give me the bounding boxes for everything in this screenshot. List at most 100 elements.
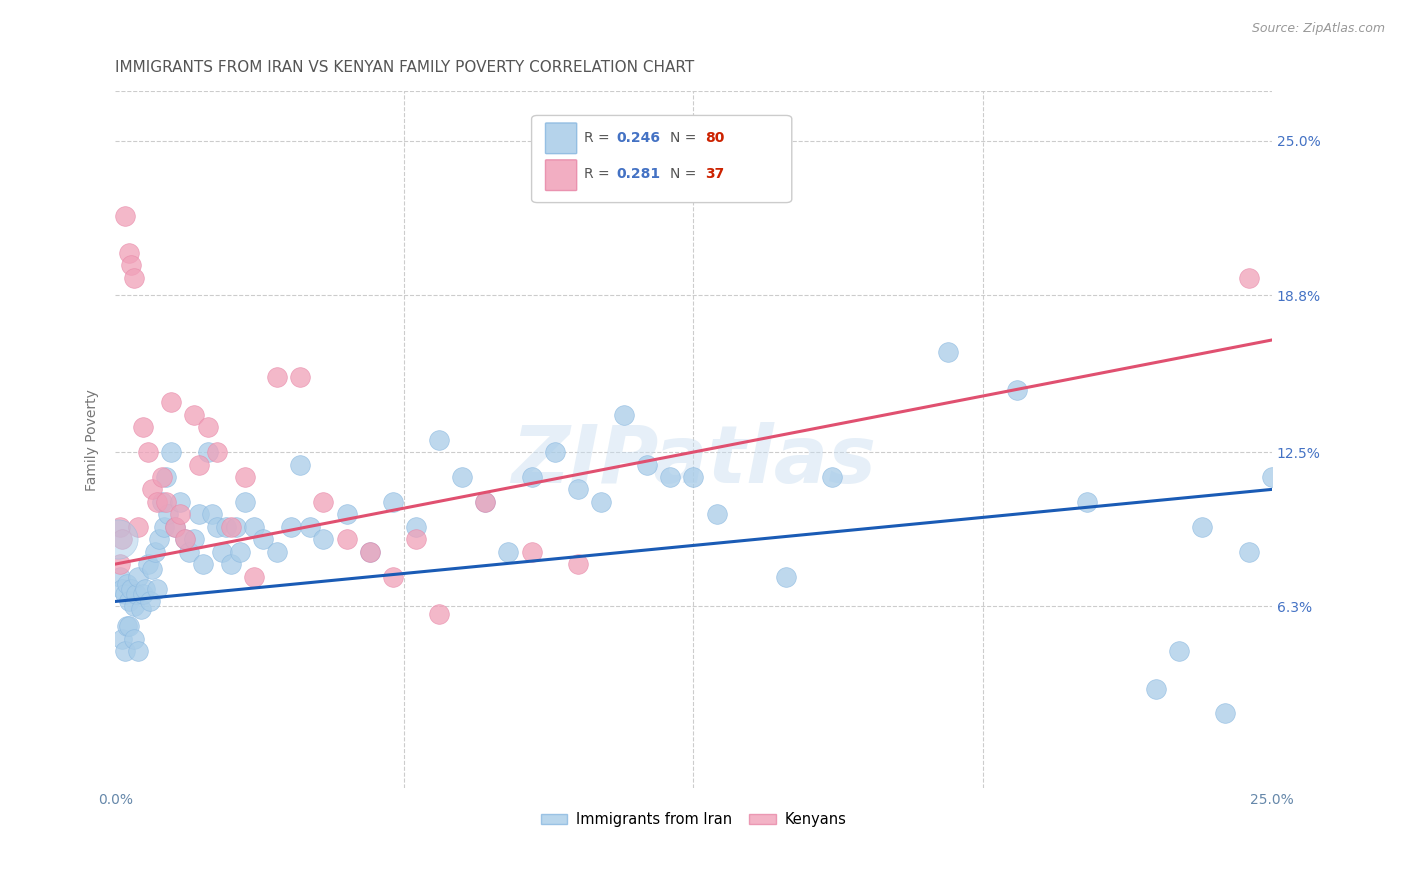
Point <box>215 520 238 534</box>
Point <box>114 587 136 601</box>
Text: IMMIGRANTS FROM IRAN VS KENYAN FAMILY POVERTY CORRELATION CHART: IMMIGRANTS FROM IRAN VS KENYAN FAMILY PO… <box>115 60 695 75</box>
Point <box>1168 644 1191 658</box>
Point <box>148 532 170 546</box>
Point <box>183 408 205 422</box>
Point <box>146 495 169 509</box>
Point <box>127 520 149 534</box>
Point <box>107 532 129 546</box>
Text: N =: N = <box>671 130 702 145</box>
Point <box>118 619 141 633</box>
Point <box>335 532 357 546</box>
Point <box>636 458 658 472</box>
Point <box>132 420 155 434</box>
FancyBboxPatch shape <box>546 123 576 153</box>
Point <box>141 483 163 497</box>
Text: 0.281: 0.281 <box>616 168 661 181</box>
Point <box>1237 270 1260 285</box>
Point <box>165 520 187 534</box>
Point <box>187 458 209 472</box>
Point <box>544 445 567 459</box>
Point <box>122 270 145 285</box>
FancyBboxPatch shape <box>546 160 576 191</box>
Point <box>243 520 266 534</box>
Text: ZIPatlas: ZIPatlas <box>510 422 876 500</box>
Point <box>127 569 149 583</box>
Point <box>589 495 612 509</box>
Point <box>125 587 148 601</box>
Point <box>111 632 134 646</box>
Point <box>936 345 959 359</box>
Point <box>197 420 219 434</box>
Point <box>520 544 543 558</box>
Point <box>1144 681 1167 696</box>
Point <box>159 445 181 459</box>
Point <box>266 544 288 558</box>
Y-axis label: Family Poverty: Family Poverty <box>86 389 100 491</box>
Point <box>155 470 177 484</box>
Text: R =: R = <box>583 130 613 145</box>
Point <box>134 582 156 596</box>
Point <box>381 569 404 583</box>
Point <box>451 470 474 484</box>
Point <box>108 569 131 583</box>
Point <box>191 557 214 571</box>
Point <box>169 508 191 522</box>
Point <box>111 532 134 546</box>
Point <box>567 557 589 571</box>
Point <box>118 594 141 608</box>
Point <box>659 470 682 484</box>
Text: Source: ZipAtlas.com: Source: ZipAtlas.com <box>1251 22 1385 36</box>
Point <box>335 508 357 522</box>
Point <box>229 544 252 558</box>
Point <box>1076 495 1098 509</box>
Point <box>775 569 797 583</box>
Point <box>155 495 177 509</box>
Text: R =: R = <box>583 168 613 181</box>
Point <box>111 582 134 596</box>
Point <box>280 520 302 534</box>
Point <box>1007 383 1029 397</box>
Point <box>567 483 589 497</box>
Text: N =: N = <box>671 168 702 181</box>
Point <box>150 495 173 509</box>
Point <box>115 619 138 633</box>
Point <box>122 599 145 614</box>
Text: 80: 80 <box>704 130 724 145</box>
Point <box>108 557 131 571</box>
Point <box>169 495 191 509</box>
Point <box>520 470 543 484</box>
Point <box>132 587 155 601</box>
Text: 0.246: 0.246 <box>616 130 659 145</box>
Point <box>312 495 335 509</box>
Point <box>252 532 274 546</box>
Point <box>197 445 219 459</box>
Point <box>266 370 288 384</box>
Point <box>183 532 205 546</box>
Point <box>405 520 427 534</box>
Point <box>153 520 176 534</box>
Point <box>427 607 450 621</box>
Point <box>115 577 138 591</box>
Point <box>474 495 496 509</box>
Point <box>114 209 136 223</box>
Point <box>821 470 844 484</box>
Point <box>1191 520 1213 534</box>
Point <box>141 562 163 576</box>
Point <box>290 370 312 384</box>
Point <box>201 508 224 522</box>
Point <box>613 408 636 422</box>
Legend: Immigrants from Iran, Kenyans: Immigrants from Iran, Kenyans <box>534 806 852 833</box>
Point <box>219 557 242 571</box>
Point <box>312 532 335 546</box>
Point <box>1215 706 1237 721</box>
Point <box>173 532 195 546</box>
Point <box>136 557 159 571</box>
Point <box>225 520 247 534</box>
Point <box>118 245 141 260</box>
Point <box>139 594 162 608</box>
FancyBboxPatch shape <box>531 115 792 202</box>
Text: 37: 37 <box>704 168 724 181</box>
Point <box>682 470 704 484</box>
Point <box>706 508 728 522</box>
Point <box>143 544 166 558</box>
